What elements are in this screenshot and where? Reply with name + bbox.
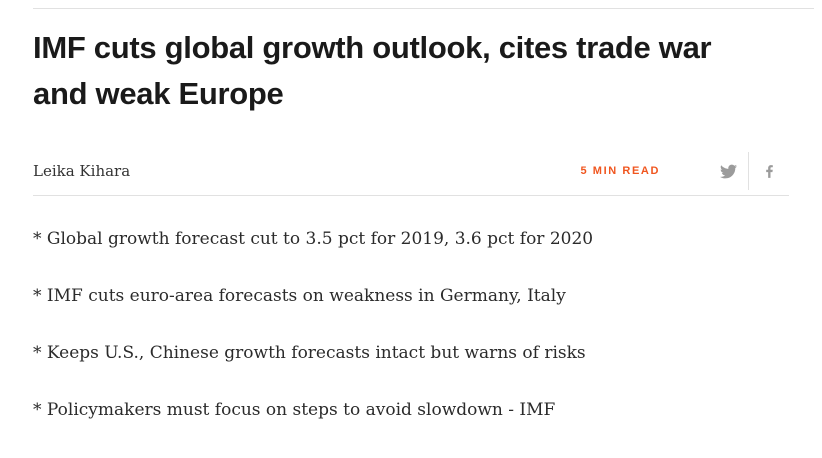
bullet-item: * Global growth forecast cut to 3.5 pct … xyxy=(33,229,594,249)
read-time-badge: 5 MIN READ xyxy=(580,165,660,177)
top-divider xyxy=(33,8,814,9)
share-buttons xyxy=(708,149,789,193)
facebook-icon xyxy=(761,163,778,180)
article-title: IMF cuts global growth outlook, cites tr… xyxy=(33,30,712,111)
author-byline[interactable]: Leika Kihara xyxy=(33,162,131,180)
article-summary-bullets: * Global growth forecast cut to 3.5 pct … xyxy=(33,196,789,422)
twitter-share-button[interactable] xyxy=(708,149,748,193)
facebook-share-button[interactable] xyxy=(749,149,789,193)
share-divider xyxy=(748,152,749,190)
bullet-item: * IMF cuts euro-area forecasts on weakne… xyxy=(33,286,566,306)
content-divider xyxy=(33,195,789,196)
bullet-item: * Keeps U.S., Chinese growth forecasts i… xyxy=(33,343,586,363)
byline-row: Leika Kihara 5 MIN READ xyxy=(33,149,789,193)
article-meta: 5 MIN READ xyxy=(580,149,789,193)
bullet-item: * Policymakers must focus on steps to av… xyxy=(33,400,556,420)
twitter-icon xyxy=(719,163,737,180)
